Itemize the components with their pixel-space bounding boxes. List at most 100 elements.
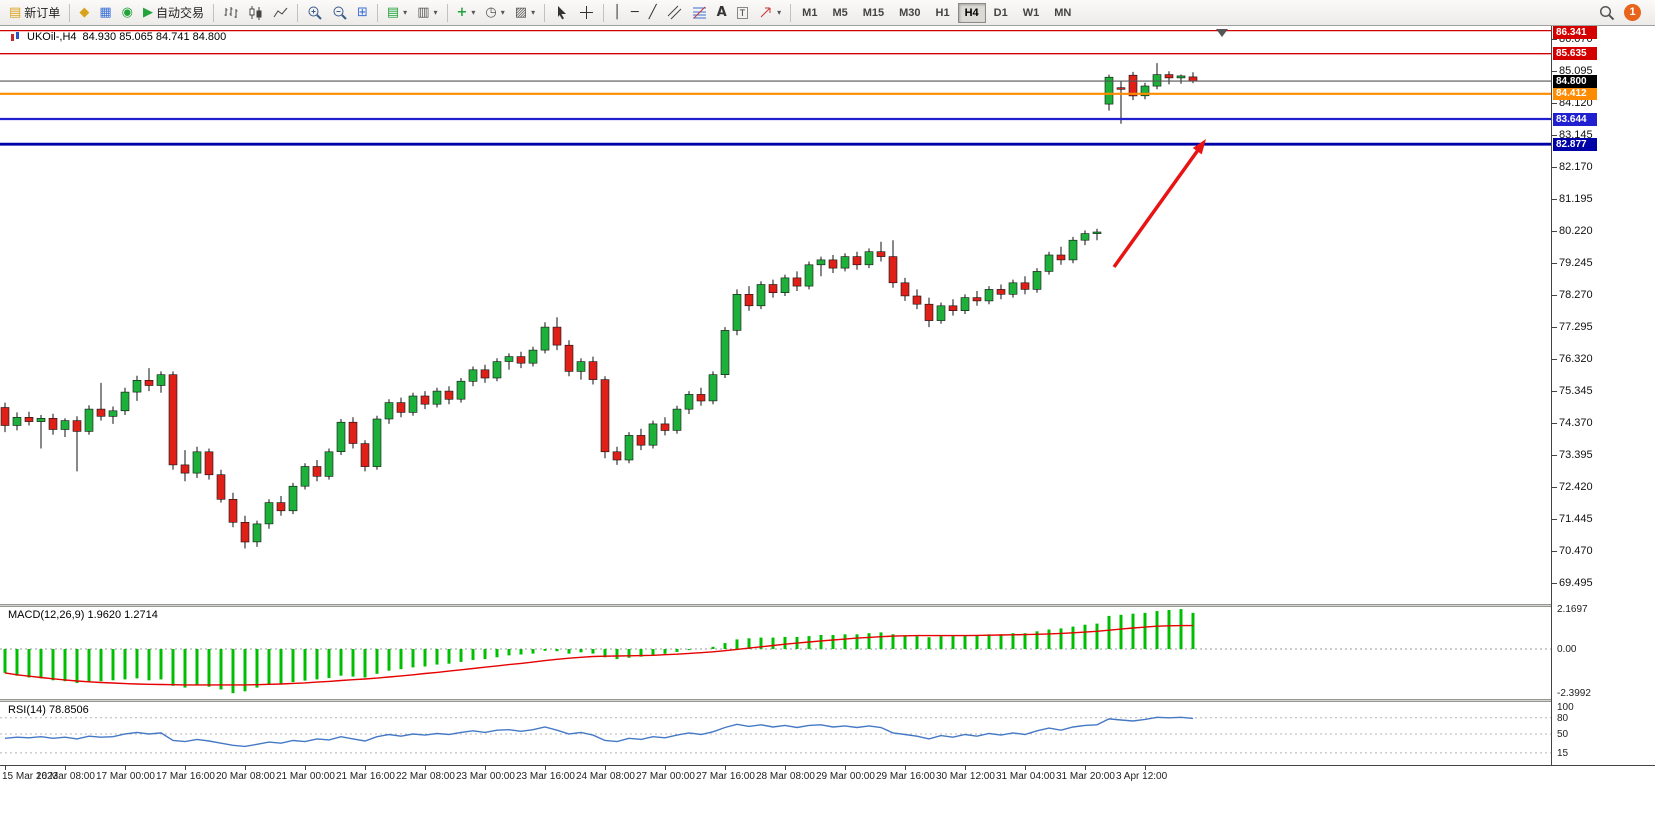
time-axis-label: 23 Mar 16:00 [516,771,575,782]
rsi-scale-label: 100 [1557,702,1574,713]
timeframe-m1-button[interactable]: M1 [795,3,824,23]
timeframe-d1-button[interactable]: D1 [987,3,1015,23]
fibonacci-tool-button[interactable] [687,2,712,24]
text-tool-button[interactable]: A [712,2,732,24]
tile-windows-button[interactable]: ⊞ [352,2,373,24]
price-axis[interactable]: 86.070 85.095 84.120 83.145 82.170 81.195 80.2… [1551,26,1655,786]
data-window-icon: ▦ [99,5,112,20]
price-axis-tick-label: 70.470 [1559,545,1593,558]
zoom-in-button[interactable] [302,2,327,24]
periods-button[interactable]: ◷ ▾ [480,2,509,24]
time-axis-tick-mark [545,766,546,770]
price-axis-tick-label: 69.495 [1559,577,1593,590]
timeframe-h4-button[interactable]: H4 [957,2,986,23]
zoom-in-icon [308,6,322,20]
zoom-out-icon [333,6,347,20]
price-axis-tick-mark [1552,295,1557,297]
candlestick-chart-icon [249,6,262,20]
new-order-button[interactable]: ▤ 新订单 [4,2,65,24]
rsi-scale-label: 80 [1557,712,1569,724]
auto-trading-icon: ▶ [142,5,153,20]
notification-badge[interactable]: 1 [1624,4,1641,21]
profiles-button[interactable]: ▥ ▾ [412,2,442,24]
price-level-tag: 85.635 [1553,47,1597,61]
price-axis-tick-label: 84.120 [1559,97,1593,110]
timeframe-mn-button[interactable]: MN [1047,3,1078,23]
time-axis[interactable]: 15 Mar 2023 16 Mar 08:00 17 Mar 00:00 17 Ma… [0,765,1655,786]
timeframe-m15-button[interactable]: M15 [856,3,891,23]
price-axis-tick-mark [1552,583,1557,585]
timeframe-m30-button[interactable]: M30 [892,3,927,23]
indicators-button[interactable]: + ▾ [452,2,481,24]
zoom-out-button[interactable] [327,2,352,24]
crosshair-icon [580,6,594,19]
toolbar-separator [603,3,605,22]
templates-button[interactable]: ▨ ▾ [510,2,540,24]
macd-panel-canvas[interactable] [0,607,1551,699]
new-chart-button[interactable]: ▤ ▾ [382,2,412,24]
horizontal-level-lines [0,29,1551,146]
main-toolbar: ▤ 新订单 ◆ ▦ ◉ ▶ 自动交易 ⊞ ▤ ▾ ▥ ▾ + ▾ ◷ ▾ ▨ ▾ │ ─ … [0,0,1655,26]
time-axis-label: 23 Mar 00:00 [456,771,515,782]
crosshair-button[interactable] [574,2,599,24]
timeframe-h1-button[interactable]: H1 [929,3,957,23]
market-watch-button[interactable]: ◆ [74,2,94,24]
toolbar-separator [69,3,71,22]
price-axis-tick-label: 78.270 [1559,289,1593,302]
new-chart-icon: ▤ [386,5,400,20]
profiles-icon: ▥ [417,5,430,20]
time-axis-tick-mark [725,766,726,770]
timeframe-w1-button[interactable]: W1 [1016,3,1047,23]
macd-signal-line [4,624,1193,686]
price-level-tag: 86.341 [1553,26,1597,39]
price-axis-tick-mark [1552,231,1557,233]
time-axis-tick-mark [665,766,666,770]
dropdown-caret-icon: ▾ [471,8,476,17]
horizontal-line-tool-button[interactable]: ─ [626,2,644,24]
price-axis-tick-mark [1552,39,1557,41]
price-chart-canvas[interactable] [0,27,1551,604]
rsi-panel-canvas[interactable] [0,702,1551,765]
auto-trading-button[interactable]: ▶ 自动交易 [138,2,209,24]
macd-indicator-label: MACD(12,26,9) 1.9620 1.2714 [8,609,158,621]
timeframe-m5-button[interactable]: M5 [825,3,854,23]
line-chart-button[interactable] [268,2,293,24]
price-axis-tick-mark [1552,391,1557,393]
time-axis-label: 29 Mar 16:00 [876,771,935,782]
time-axis-label: 17 Mar 00:00 [96,771,155,782]
time-axis-label: 31 Mar 04:00 [996,771,1055,782]
terminal-button[interactable]: ◉ [117,2,138,24]
price-level-tag: 83.644 [1553,112,1597,126]
dropdown-caret-icon: ▾ [531,8,536,17]
time-axis-label: 21 Mar 00:00 [276,771,335,782]
time-axis-label: 3 Apr 12:00 [1116,771,1168,782]
panel-splitter[interactable] [0,604,1655,607]
data-window-button[interactable]: ▦ [94,2,116,24]
bid-price-tag: 84.800 [1553,74,1597,88]
chart-shift-marker [1216,29,1228,37]
arrows-tool-button[interactable]: ▾ [753,2,786,24]
vertical-line-icon: │ [613,5,621,20]
macd-histogram [3,609,1195,694]
bar-chart-button[interactable] [218,2,243,24]
candlestick-chart-button[interactable] [243,2,268,24]
rsi-scale-label: 50 [1557,729,1569,740]
channel-tool-button[interactable] [662,2,687,24]
search-button[interactable] [1594,2,1620,24]
panel-splitter[interactable] [0,699,1655,702]
time-axis-tick-mark [245,766,246,770]
trendline-icon: ╱ [648,5,657,20]
time-axis-tick-mark [185,766,186,770]
time-axis-label: 20 Mar 08:00 [216,771,275,782]
cursor-button[interactable] [549,2,574,24]
trendline-tool-button[interactable]: ╱ [644,2,662,24]
time-axis-label: 31 Mar 20:00 [1056,771,1115,782]
price-level-tag: 84.412 [1553,87,1597,101]
vertical-line-tool-button[interactable]: │ [608,2,626,24]
time-axis-tick-mark [965,766,966,770]
time-axis-label: 28 Mar 08:00 [756,771,815,782]
symbol-period-label: UKOil-,H4 [27,31,77,43]
label-tool-icon: T [736,6,749,19]
price-axis-tick-label: 80.220 [1559,225,1593,238]
label-tool-button[interactable]: T [732,2,754,24]
